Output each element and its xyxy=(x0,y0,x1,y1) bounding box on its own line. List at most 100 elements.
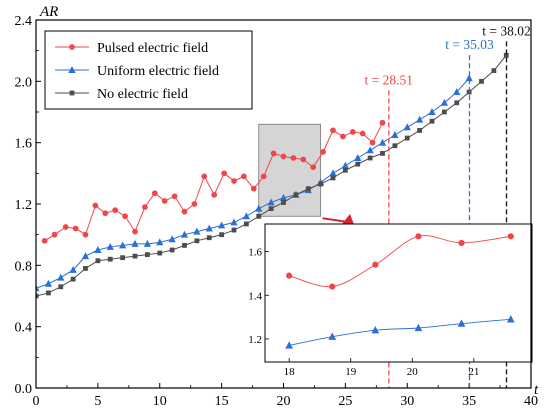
series-0-point xyxy=(349,129,356,135)
series-1-point xyxy=(57,273,65,281)
series-1-point xyxy=(193,227,201,235)
series-2-point xyxy=(355,161,361,167)
series-0-point xyxy=(82,231,89,238)
series-0-point xyxy=(231,178,237,184)
y-tick-label: 1.6 xyxy=(15,137,33,152)
series-2-point xyxy=(268,206,274,211)
series-2-point xyxy=(367,155,373,161)
vline-label-1: t = 35.03 xyxy=(445,37,494,52)
series-2-point xyxy=(45,290,51,296)
series-2-point xyxy=(281,200,286,205)
series-2-point xyxy=(219,232,225,238)
inset-series-1-point xyxy=(371,325,380,334)
vline-label-0: t = 28.51 xyxy=(365,72,414,87)
x-tick-label: 20 xyxy=(277,394,291,409)
inset-series-1-point xyxy=(457,319,466,327)
series-1-point xyxy=(44,279,53,287)
series-0-point xyxy=(280,153,287,160)
series-1-point xyxy=(255,204,263,212)
series-2-point xyxy=(305,186,311,192)
y-tick-label: 2.0 xyxy=(15,75,33,90)
series-line-0 xyxy=(44,122,383,242)
series-2-point xyxy=(132,253,138,259)
series-0-point xyxy=(359,130,366,137)
series-0-point xyxy=(250,185,257,192)
series-2-point xyxy=(342,167,348,173)
series-0-point xyxy=(102,210,109,217)
inset-y-tick-label: 1.2 xyxy=(248,334,262,346)
x-axis-label: t xyxy=(534,382,539,398)
inset-series-line-0 xyxy=(289,235,511,288)
series-0-point xyxy=(41,237,48,244)
series-2-point xyxy=(83,266,88,271)
series-0-point xyxy=(310,164,317,171)
series-0-point xyxy=(211,191,218,198)
x-tick-label: 10 xyxy=(153,394,167,409)
series-2-point xyxy=(144,252,150,257)
series-2-point xyxy=(380,151,385,156)
axes-layer: 0 5 10 15 20 25 30 35 40 0.0 0.4 0.8 1.2 1.6 2.0 2.4 AR t xyxy=(15,4,540,409)
series-1-point xyxy=(403,123,411,131)
legend-marker-1 xyxy=(68,66,76,73)
series-2-point xyxy=(231,227,237,233)
series-0-point xyxy=(260,173,267,180)
series-2-point xyxy=(392,143,398,149)
series-2-point xyxy=(169,247,175,253)
series-2-point xyxy=(70,276,76,282)
series-1-point xyxy=(329,169,337,177)
x-tick-label: 40 xyxy=(524,394,538,409)
series-1-point xyxy=(354,154,362,161)
series-1-point xyxy=(242,212,251,220)
series-0-point xyxy=(300,156,307,163)
legend-marker-0 xyxy=(69,44,75,50)
series-0-point xyxy=(330,127,336,134)
series-0-point xyxy=(379,119,386,126)
series-1-point xyxy=(106,242,114,250)
series-1-point xyxy=(131,239,139,247)
series-1-point xyxy=(378,138,387,146)
zoom-arrow-line xyxy=(322,217,349,223)
series-2-point xyxy=(95,258,101,264)
series-2-point xyxy=(491,68,497,73)
y-tick-label: 0.8 xyxy=(15,259,33,274)
series-2-point xyxy=(454,100,460,106)
series-1-point xyxy=(94,246,102,253)
y-tick-label: 1.2 xyxy=(15,198,33,213)
inset-series-1-point xyxy=(328,332,337,340)
series-layer xyxy=(36,52,509,299)
series-2-point xyxy=(503,52,509,58)
legend: Pulsed electric field Uniform electric fi… xyxy=(44,30,253,110)
x-tick-label: 0 xyxy=(33,394,40,409)
inset-series-0-point xyxy=(329,283,336,290)
series-0-point xyxy=(320,149,326,155)
inset-frame xyxy=(264,223,533,363)
series-2-point xyxy=(182,243,187,248)
series-1-point xyxy=(156,238,164,246)
series-0-point xyxy=(122,213,128,220)
series-2-point xyxy=(194,238,200,244)
series-1-point xyxy=(279,193,288,201)
legend-label-2: No electric field xyxy=(97,87,188,102)
series-2-point xyxy=(330,175,336,181)
series-0-point xyxy=(62,224,69,230)
series-1-point xyxy=(205,224,213,232)
series-1-point xyxy=(453,88,461,96)
series-0-point xyxy=(290,155,297,161)
legend-label-0: Pulsed electric field xyxy=(97,41,208,56)
y-tick-label: 0.0 xyxy=(15,382,33,397)
series-1-point xyxy=(180,230,189,238)
series-2-point xyxy=(120,255,126,261)
vline-label-2: t = 38.02 xyxy=(482,23,531,38)
inset-series-line-1 xyxy=(289,318,511,346)
inset-x-tick-label: 19 xyxy=(345,366,357,378)
series-1-point xyxy=(230,218,238,226)
series-0-point xyxy=(132,228,138,235)
series-0-point xyxy=(181,208,188,215)
series-2-point xyxy=(206,235,212,241)
inset-x-tick-label: 20 xyxy=(407,366,419,378)
series-0-point xyxy=(161,198,168,204)
series-2-point xyxy=(107,256,113,262)
series-2-point xyxy=(256,213,262,219)
inset-x-tick-label: 18 xyxy=(284,366,296,378)
series-1-point xyxy=(118,241,127,249)
